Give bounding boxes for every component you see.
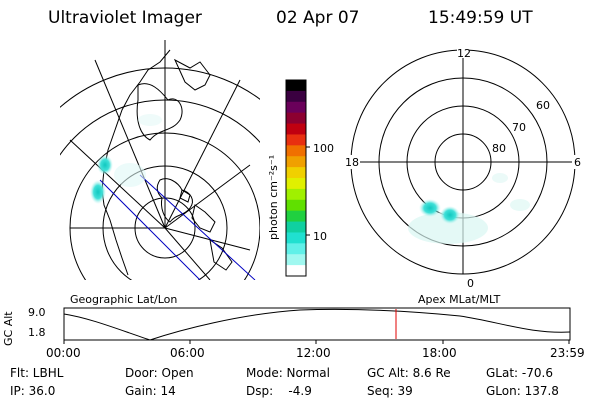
colorbar-tick-100: 100 bbox=[313, 142, 334, 155]
status-gain: Gain: 14 bbox=[125, 384, 176, 398]
image-date: 02 Apr 07 bbox=[276, 8, 360, 28]
timeline-tick-1200: 12:00 bbox=[296, 346, 331, 360]
image-time: 15:49:59 UT bbox=[428, 8, 533, 28]
mlt-label-18: 18 bbox=[345, 156, 359, 169]
timeline-tick-1800: 18:00 bbox=[422, 346, 457, 360]
timeline-ymin: 1.8 bbox=[28, 326, 46, 339]
lat-label-60: 60 bbox=[536, 99, 550, 112]
timeline-ymax: 9.0 bbox=[28, 306, 46, 319]
lat-label-80: 80 bbox=[492, 142, 506, 155]
status-seq: Seq: 39 bbox=[367, 384, 413, 398]
colorbar-segment bbox=[286, 101, 306, 114]
status-glat: GLat: -70.6 bbox=[486, 366, 553, 380]
status-ip: IP: 36.0 bbox=[10, 384, 56, 398]
colorbar-tick-10: 10 bbox=[313, 230, 327, 243]
mlt-label-6: 6 bbox=[574, 156, 581, 169]
status-filter: Flt: LBHL bbox=[10, 366, 64, 380]
colorbar-segment bbox=[286, 188, 306, 201]
colorbar-segment bbox=[286, 112, 306, 125]
status-door: Door: Open bbox=[125, 366, 194, 380]
colorbar-segment bbox=[286, 145, 306, 157]
timeline-tick-0600: 06:00 bbox=[170, 346, 205, 360]
colorbar-segment bbox=[286, 167, 306, 179]
colorbar-segment bbox=[286, 254, 306, 266]
lat-label-70: 70 bbox=[512, 121, 526, 134]
colorbar-segment bbox=[286, 232, 306, 244]
colorbar-segment bbox=[286, 221, 306, 233]
colorbar-segment bbox=[286, 199, 306, 212]
apex-map-label: Apex MLat/MLT bbox=[418, 293, 501, 306]
mlt-label-0: 0 bbox=[467, 277, 474, 290]
timeline-axis-label: GC Alt bbox=[2, 311, 15, 346]
colorbar-segment bbox=[286, 80, 306, 92]
colorbar-segment bbox=[286, 210, 306, 223]
colorbar-border bbox=[285, 79, 307, 277]
gc-altitude-timeline bbox=[63, 307, 571, 344]
aurora-emission-right bbox=[408, 173, 530, 244]
mlt-label-12: 12 bbox=[457, 47, 471, 60]
colorbar-segment bbox=[286, 243, 306, 255]
status-gc-alt: GC Alt: 8.6 Re bbox=[367, 366, 451, 380]
aurora-emission-left bbox=[90, 114, 162, 204]
timeline-tick-2359: 23:59 bbox=[550, 346, 585, 360]
colorbar-unit-label: photon cm⁻²s⁻¹ bbox=[267, 155, 280, 240]
colorbar-segment bbox=[286, 178, 306, 190]
geographic-map bbox=[60, 40, 260, 280]
colorbar-segment bbox=[286, 90, 306, 103]
timeline-tick-0000: 00:00 bbox=[46, 346, 81, 360]
color-scale-bar bbox=[285, 79, 310, 277]
geographic-map-label: Geographic Lat/Lon bbox=[70, 293, 178, 306]
status-dsp: Dsp: -4.9 bbox=[246, 384, 312, 398]
colorbar-segment bbox=[286, 134, 306, 146]
colorbar-segment bbox=[286, 123, 306, 135]
status-mode: Mode: Normal bbox=[246, 366, 330, 380]
app-title: Ultraviolet Imager bbox=[48, 8, 202, 28]
colorbar-segment bbox=[286, 156, 306, 168]
status-glon: GLon: 137.8 bbox=[486, 384, 559, 398]
colorbar-segment bbox=[286, 265, 306, 277]
